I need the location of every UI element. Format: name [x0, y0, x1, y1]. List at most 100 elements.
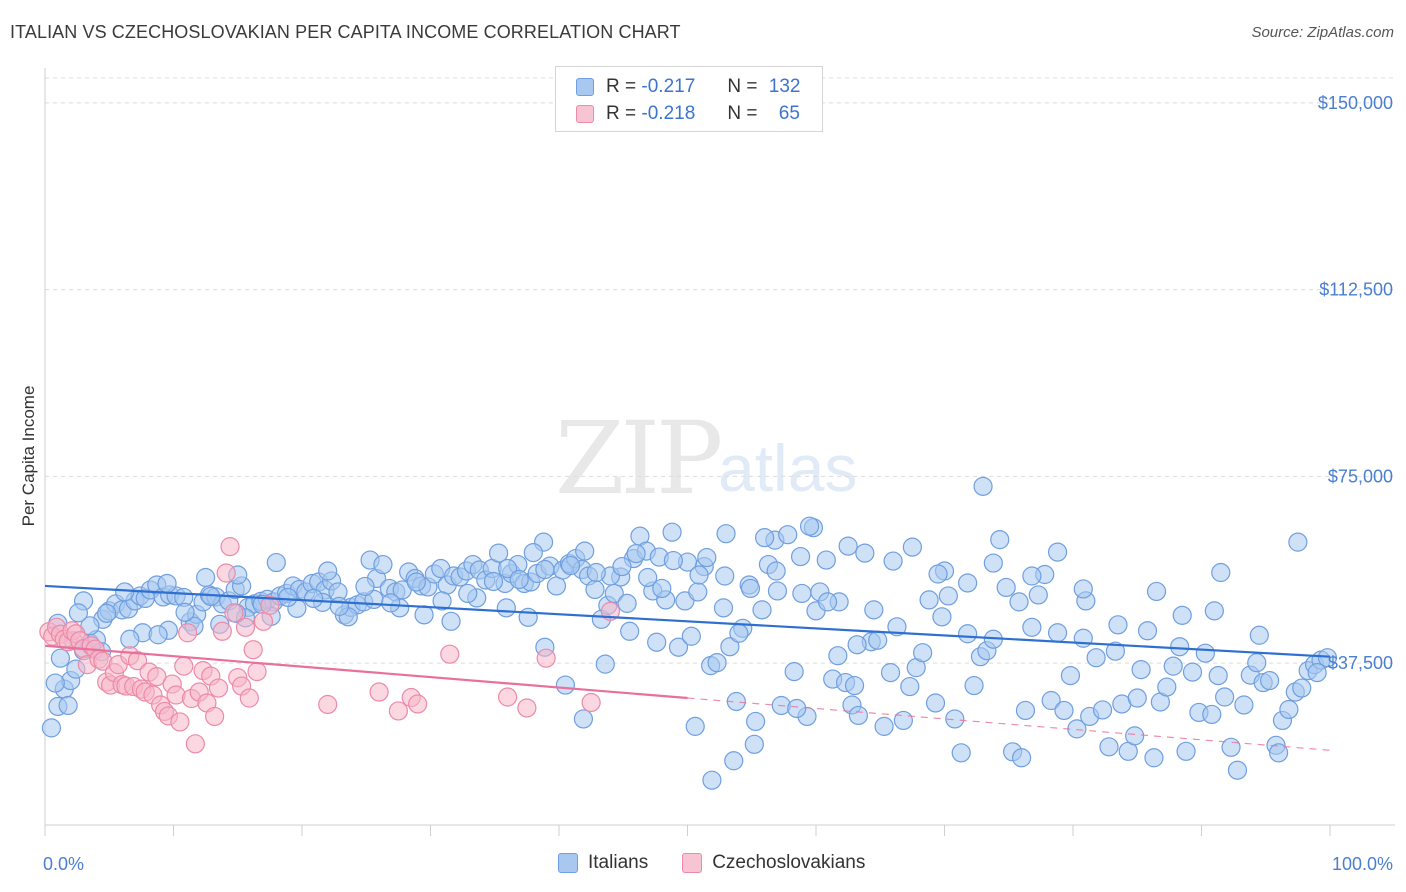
italian-point: [816, 550, 836, 570]
italian-point: [713, 598, 734, 618]
italian-point: [964, 675, 984, 696]
italian-point: [157, 573, 177, 594]
italian-point: [115, 582, 135, 602]
czechoslovakian-point: [212, 621, 232, 641]
italian-point: [663, 550, 683, 571]
italian-point: [1176, 741, 1196, 761]
italian-point: [1211, 562, 1231, 583]
italian-point: [1268, 743, 1289, 763]
italian-point: [1172, 605, 1192, 625]
czechoslovakian-point: [253, 611, 274, 631]
italian-point: [1249, 625, 1269, 645]
italian-point: [1127, 688, 1147, 708]
legend-n-value: 132: [768, 76, 801, 97]
italian-point: [902, 537, 922, 557]
czechoslovakians-trend-extension: [687, 697, 1331, 751]
italian-point: [329, 596, 349, 616]
italian-point: [817, 592, 838, 612]
italian-point: [1105, 641, 1126, 661]
italian-point: [847, 635, 867, 655]
italian-point: [900, 676, 920, 697]
italian-point: [932, 607, 952, 627]
italian-point: [1234, 695, 1254, 715]
italian-point: [1092, 700, 1113, 720]
italian-point: [586, 562, 606, 583]
italian-point: [715, 566, 735, 586]
italian-point: [1108, 615, 1128, 635]
italian-point: [685, 716, 705, 736]
italian-point: [1009, 592, 1029, 612]
italian-point: [1073, 628, 1093, 648]
italian-point: [1215, 687, 1235, 707]
italian-point: [913, 643, 933, 663]
italian-point: [792, 583, 812, 604]
czechoslovakian-point: [517, 698, 537, 718]
czechoslovakian-point: [147, 666, 167, 687]
italian-point: [784, 662, 804, 682]
italian-point: [620, 621, 640, 641]
italian-point: [406, 572, 426, 592]
italian-point: [766, 561, 786, 581]
italian-point: [1157, 677, 1177, 697]
trend-lines: [44, 584, 1331, 751]
italian-point: [868, 630, 888, 650]
series-label: Czechoslovakians: [712, 852, 866, 873]
czechoslovakian-point: [205, 706, 225, 727]
italian-point: [414, 605, 434, 625]
italian-point: [489, 543, 509, 563]
italian-point: [787, 698, 807, 719]
italian-point: [1247, 653, 1267, 673]
series-legend-czechoslovakians[interactable]: Czechoslovakians: [682, 852, 865, 874]
italian-point: [1227, 760, 1248, 780]
italian-point: [778, 525, 798, 545]
legend-n-value: 65: [778, 103, 800, 124]
italian-point: [1131, 660, 1151, 680]
italian-point: [697, 547, 717, 568]
italian-point: [652, 578, 672, 599]
italians-trend-line: [44, 584, 1331, 658]
series-legend: Italians Czechoslovakians: [558, 852, 899, 874]
legend-n-label: N =: [727, 103, 758, 124]
italian-point: [848, 705, 869, 726]
italian-point: [958, 624, 978, 644]
italian-point: [844, 675, 865, 696]
italian-point: [689, 565, 709, 585]
x-tick-label: 0.0%: [43, 854, 84, 874]
italian-point: [41, 718, 62, 738]
series-legend-italians[interactable]: Italians: [558, 852, 648, 874]
source-label: Source: ZipAtlas.com: [1251, 24, 1394, 41]
italian-point: [799, 516, 820, 536]
legend-r-value: -0.217: [641, 76, 696, 97]
czechoslovakian-point: [185, 734, 205, 754]
czechoslovakian-point: [220, 537, 240, 557]
italian-point: [1041, 690, 1061, 711]
czechoslovakians-trend-line: [44, 644, 688, 700]
italian-point: [555, 675, 576, 695]
y-tick-label: $150,000: [1318, 93, 1393, 113]
italian-point: [483, 571, 504, 592]
italian-point: [1028, 585, 1048, 605]
italian-point: [1182, 662, 1203, 682]
correlation-legend: R = -0.217 N = 132 R = -0.218 N = 65: [555, 66, 823, 132]
y-tick-label: $112,500: [1319, 280, 1393, 300]
italian-point: [1086, 648, 1106, 668]
czechoslovakian-point: [498, 687, 518, 707]
legend-row-italians: R = -0.217 N = 132: [576, 74, 800, 100]
italian-point: [638, 567, 658, 588]
series-label: Italians: [588, 852, 649, 873]
italian-point: [523, 542, 543, 563]
italian-point: [662, 522, 682, 542]
italian-point: [1292, 678, 1312, 698]
italian-point: [1221, 737, 1241, 757]
italian-point: [958, 573, 978, 593]
italian-point: [668, 637, 689, 657]
italian-point: [1011, 748, 1032, 768]
italian-point: [729, 623, 749, 643]
czechoslovakian-point: [369, 682, 389, 702]
legend-row-czechoslovakians: R = -0.218 N = 65: [576, 101, 800, 127]
chart-title: ITALIAN VS CZECHOSLOVAKIAN PER CAPITA IN…: [10, 22, 681, 42]
y-axis-title: Per Capita Income: [19, 386, 38, 527]
y-tick-label: $37,500: [1328, 653, 1393, 673]
legend-n-label: N =: [727, 76, 758, 97]
